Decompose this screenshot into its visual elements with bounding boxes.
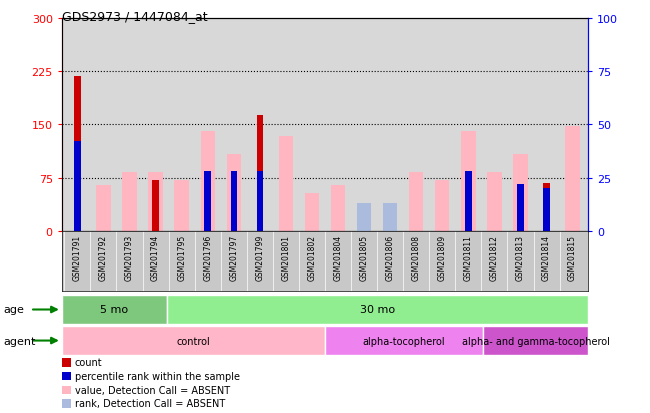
- Bar: [543, 183, 550, 231]
- Bar: [488, 173, 502, 231]
- Text: agent: agent: [3, 336, 36, 346]
- Text: GSM201791: GSM201791: [73, 234, 82, 280]
- Bar: [227, 155, 241, 231]
- Text: GSM201802: GSM201802: [307, 234, 317, 280]
- Bar: [331, 185, 345, 231]
- Text: GSM201797: GSM201797: [229, 234, 239, 280]
- Text: 5 mo: 5 mo: [100, 305, 129, 315]
- Bar: [435, 180, 449, 231]
- Bar: [122, 173, 136, 231]
- Bar: [257, 116, 263, 231]
- Text: age: age: [3, 305, 24, 315]
- Bar: [62, 326, 325, 355]
- Text: GSM201805: GSM201805: [359, 234, 369, 280]
- Bar: [205, 172, 211, 231]
- Text: GSM201795: GSM201795: [177, 234, 186, 280]
- Text: GSM201808: GSM201808: [411, 234, 421, 280]
- Text: GSM201815: GSM201815: [568, 234, 577, 280]
- Bar: [148, 173, 162, 231]
- Text: GSM201814: GSM201814: [542, 234, 551, 280]
- Bar: [74, 142, 81, 231]
- Bar: [383, 204, 397, 231]
- Text: GSM201801: GSM201801: [281, 234, 291, 280]
- Text: GSM201804: GSM201804: [333, 234, 343, 280]
- Text: count: count: [75, 358, 103, 368]
- Bar: [543, 189, 550, 231]
- Text: GSM201809: GSM201809: [438, 234, 447, 280]
- Text: rank, Detection Call = ABSENT: rank, Detection Call = ABSENT: [75, 399, 225, 408]
- Text: GSM201792: GSM201792: [99, 234, 108, 280]
- Bar: [462, 132, 476, 231]
- Bar: [167, 295, 588, 324]
- Bar: [152, 180, 159, 231]
- Text: GSM201794: GSM201794: [151, 234, 160, 280]
- Bar: [409, 173, 423, 231]
- Bar: [279, 137, 293, 231]
- Text: GSM201806: GSM201806: [385, 234, 395, 280]
- Bar: [174, 180, 188, 231]
- Text: GSM201799: GSM201799: [255, 234, 265, 280]
- Bar: [257, 172, 263, 231]
- Bar: [62, 295, 167, 324]
- Text: percentile rank within the sample: percentile rank within the sample: [75, 371, 240, 381]
- Bar: [483, 326, 588, 355]
- Bar: [305, 194, 319, 231]
- Text: 30 mo: 30 mo: [360, 305, 395, 315]
- Bar: [325, 326, 483, 355]
- Bar: [517, 185, 524, 231]
- Text: control: control: [177, 336, 210, 346]
- Text: GSM201793: GSM201793: [125, 234, 134, 280]
- Text: alpha-tocopherol: alpha-tocopherol: [363, 336, 445, 346]
- Bar: [96, 185, 110, 231]
- Bar: [357, 204, 371, 231]
- Text: GSM201796: GSM201796: [203, 234, 212, 280]
- Bar: [74, 77, 81, 231]
- Text: GSM201812: GSM201812: [490, 234, 499, 280]
- Bar: [231, 172, 237, 231]
- Bar: [514, 155, 528, 231]
- Text: GSM201813: GSM201813: [516, 234, 525, 280]
- Text: GDS2973 / 1447084_at: GDS2973 / 1447084_at: [62, 10, 207, 23]
- Text: alpha- and gamma-tocopherol: alpha- and gamma-tocopherol: [462, 336, 610, 346]
- Bar: [201, 132, 215, 231]
- Text: value, Detection Call = ABSENT: value, Detection Call = ABSENT: [75, 385, 230, 395]
- Bar: [566, 126, 580, 231]
- Bar: [465, 172, 472, 231]
- Text: GSM201811: GSM201811: [464, 234, 473, 280]
